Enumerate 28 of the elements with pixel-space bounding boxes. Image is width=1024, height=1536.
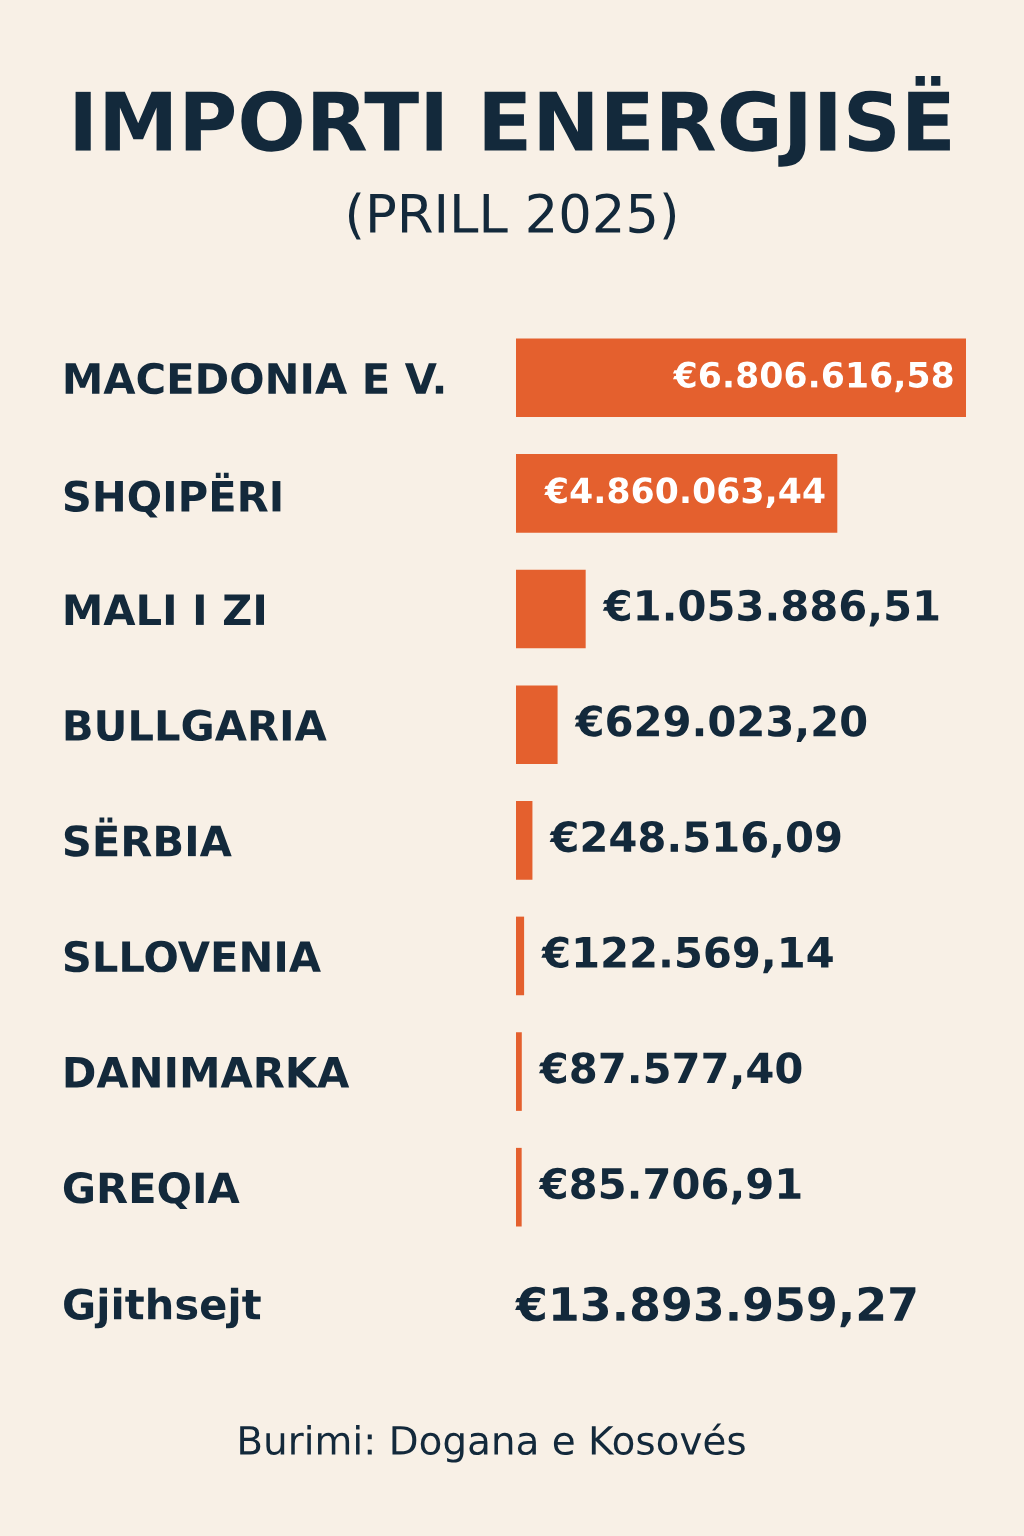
bar xyxy=(516,338,966,418)
y-tick-label: SLLOVENIA xyxy=(64,940,321,973)
y-tick-label: SËRBIA xyxy=(64,817,232,857)
data-label: €629.023,20 xyxy=(574,705,867,743)
data-label: €248.516,09 xyxy=(549,820,841,858)
bar xyxy=(516,685,558,764)
bar xyxy=(516,569,586,649)
chart-title: IMPORTI ENERGJISË xyxy=(75,76,950,167)
bar xyxy=(516,801,533,880)
y-tick-label: BULLGARIA xyxy=(65,709,327,742)
bar xyxy=(516,1032,522,1111)
bar xyxy=(516,1147,522,1227)
data-label: €85.706,91 xyxy=(538,1167,801,1205)
text: Burimi: Dogana e Kosovés xyxy=(240,1423,745,1463)
data-label: €87.577,40 xyxy=(539,1052,802,1089)
y-tick-label: GREQIA xyxy=(63,1172,240,1210)
bar xyxy=(516,916,525,996)
y-tick-label: SHQIPËRI xyxy=(64,472,281,518)
data-label: €4.860.063,44 xyxy=(544,477,825,508)
data-label: €122.569,14 xyxy=(541,936,833,974)
chart-subtitle: (PRILL 2025) xyxy=(348,192,676,240)
y-tick-label: DANIMARKA xyxy=(65,1057,350,1088)
y-tick-label: MALI I ZI xyxy=(65,594,264,625)
text: €13.893.959,27 xyxy=(515,1286,916,1328)
data-label: €1.053.886,51 xyxy=(602,589,939,627)
y-tick-label: MACEDONIA E V. xyxy=(65,362,444,395)
data-label: €6.806.616,58 xyxy=(672,361,953,393)
text: Gjithsejt xyxy=(64,1287,261,1329)
